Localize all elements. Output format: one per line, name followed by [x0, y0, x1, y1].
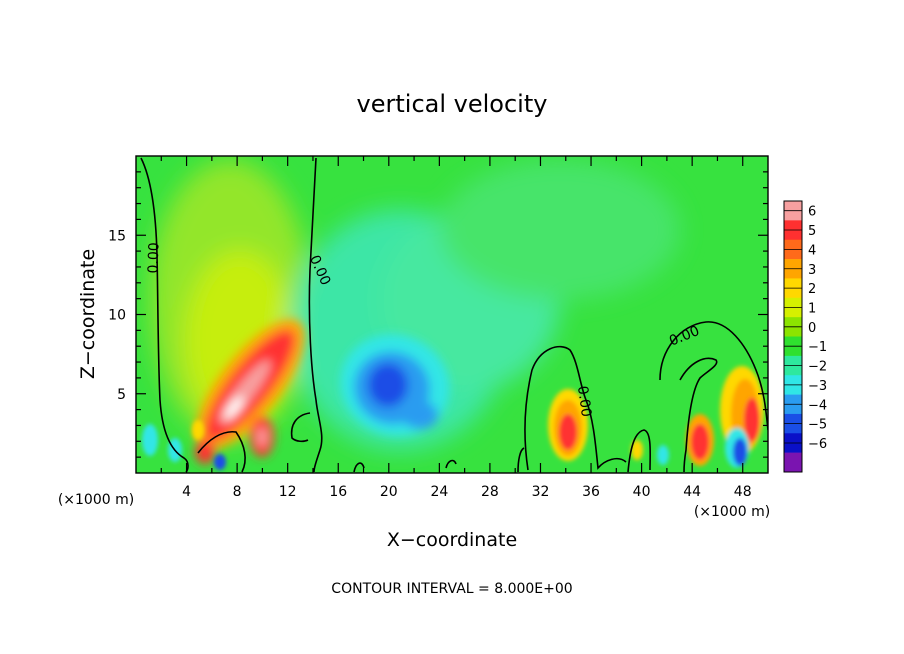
colorbar-label: 6 [808, 205, 816, 220]
colorbar-label: 5 [808, 224, 816, 239]
contour-44-inner [679, 357, 718, 473]
updraft-lower-pink [257, 427, 267, 447]
colorbar-label: 0 [808, 321, 816, 336]
colorbar-swatch [784, 452, 802, 473]
updraft-34-red [559, 414, 577, 450]
colorbar-label: −5 [808, 418, 827, 433]
downdraft-core [340, 334, 450, 436]
downdraft-tail [402, 401, 438, 429]
x-tick-label: 8 [233, 484, 242, 500]
updraft-mid-right [142, 366, 764, 470]
y-tick-label: 5 [117, 387, 126, 403]
x-tick-label: 16 [329, 484, 347, 500]
downdraft-7-blue [214, 454, 226, 470]
x-tick-label: 48 [734, 484, 752, 500]
colorbar-label: −3 [808, 379, 827, 394]
updraft-48-red [744, 398, 760, 442]
contour-44 [659, 321, 768, 431]
blob-5-yellow [192, 420, 204, 440]
downdraft-47-blue [733, 438, 747, 466]
contour-loop-small [197, 430, 246, 473]
colorbar-label: 1 [808, 301, 816, 316]
colorbar-frame [783, 200, 803, 473]
contour-40 [627, 429, 652, 473]
updraft-left [195, 319, 305, 464]
blob-39-yellow [631, 440, 643, 460]
contour-34 [524, 345, 627, 471]
updraft-foot-red [195, 440, 215, 464]
contour-label-34: 0.00 [574, 385, 594, 418]
x-unit-left: (×1000 m) [58, 492, 134, 508]
y-axis-label: Z−coordinate [77, 249, 99, 379]
x-tick-label: 20 [380, 484, 398, 500]
colorbar-label: −6 [808, 437, 827, 452]
x-tick-label: 24 [430, 484, 448, 500]
colorbar-label: 2 [808, 282, 816, 297]
x-tick-label: 40 [633, 484, 651, 500]
colorbar-label: −2 [808, 360, 827, 375]
colorbar: 6 5 4 3 2 1 0 −1 −2 −3 −4 −5 −6 [783, 200, 827, 473]
blob-2-cyan [142, 424, 158, 456]
downdraft-inner [368, 363, 408, 407]
x-tick-label: 36 [582, 484, 600, 500]
contour-hook [290, 412, 311, 443]
x-tick-label: 4 [182, 484, 191, 500]
colorbar-label: 4 [808, 243, 816, 258]
x-tick-label: 12 [279, 484, 297, 500]
updraft-44-red [691, 424, 709, 460]
chart-title: vertical velocity [357, 90, 548, 118]
blob-42-cyan [657, 445, 669, 465]
updraft-left-white [224, 396, 244, 420]
x-axis-label: X−coordinate [387, 529, 517, 551]
colorbar-label: −1 [808, 340, 827, 355]
x-tick-label: 32 [532, 484, 550, 500]
contour-label-left: 0.00 [145, 242, 162, 274]
colorbar-label: 3 [808, 263, 816, 278]
colorbar-label: −4 [808, 398, 827, 413]
contour-left [140, 157, 189, 473]
weak-region-right [440, 160, 680, 300]
y-tick-label: 15 [108, 228, 126, 244]
contour-30 [517, 447, 525, 473]
x-unit-right: (×1000 m) [694, 504, 770, 520]
contour-18 [353, 462, 365, 473]
y-tick-label: 10 [108, 308, 126, 324]
x-tick-label: 44 [683, 484, 701, 500]
contour-25 [445, 459, 457, 469]
x-tick-label: 28 [481, 484, 499, 500]
contour-mid [308, 157, 323, 473]
contour-interval: CONTOUR INTERVAL = 8.000E+00 [331, 581, 572, 597]
velocity-field: 0.00 0.00 0.00 0.00 [136, 156, 768, 473]
zero-contours [140, 157, 768, 473]
